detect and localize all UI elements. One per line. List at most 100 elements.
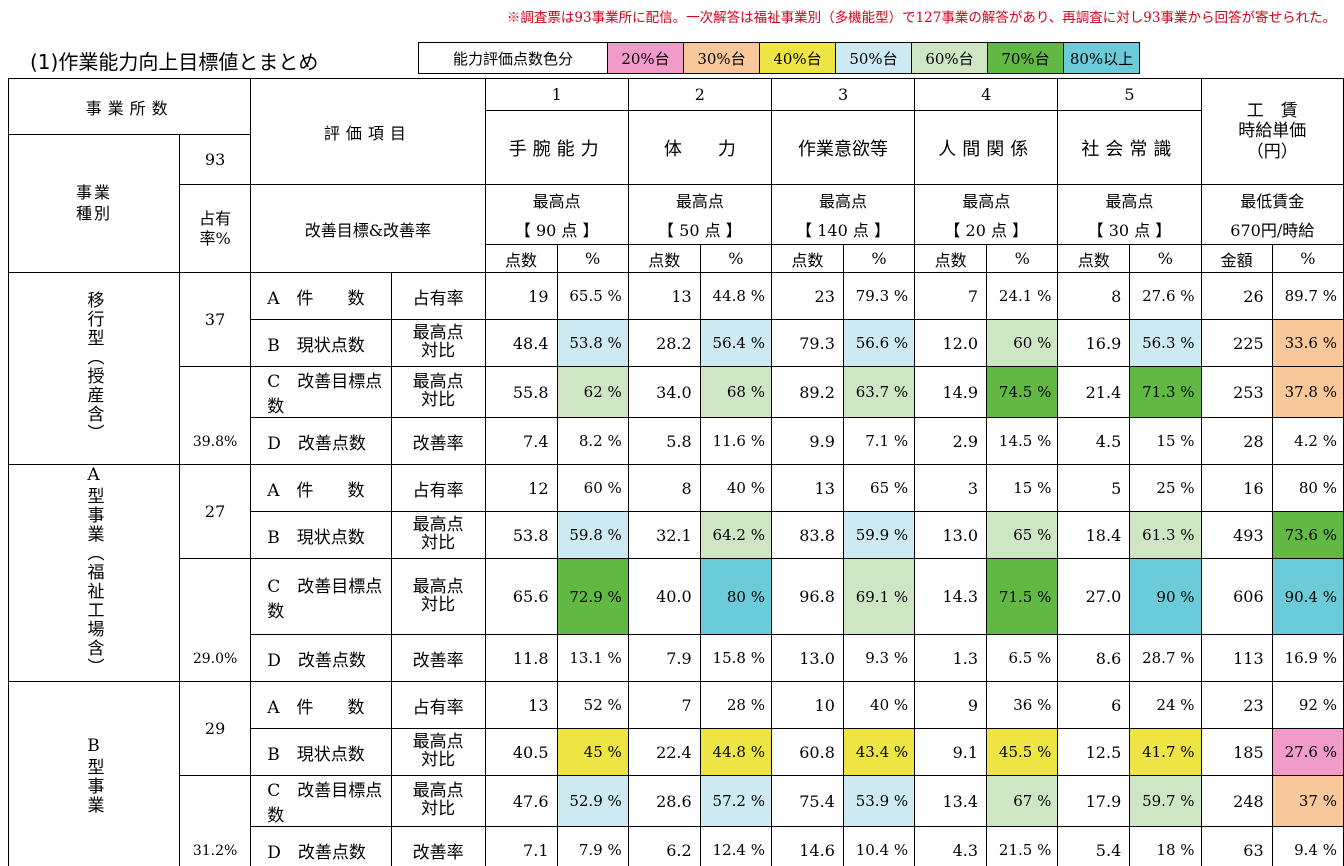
sub-pct: %	[700, 245, 771, 273]
cell-value: 27.0	[1058, 559, 1130, 635]
target-label: 改善目標&改善率	[251, 185, 485, 273]
cell-value: 10	[771, 682, 843, 729]
cell-percent: 13.1 %	[557, 635, 628, 682]
cell-value: 12.5	[1058, 729, 1130, 776]
cell-value: 3	[915, 465, 987, 512]
cell-percent: 8.2 %	[557, 418, 628, 465]
cell-percent: 71.5 %	[987, 559, 1058, 635]
cell-percent: 25 %	[1130, 465, 1201, 512]
cell-value: 11.8	[485, 635, 557, 682]
legend-70: 70%台	[988, 43, 1064, 74]
cell-percent: 27.6 %	[1272, 729, 1343, 776]
sub-points: 点数	[1058, 245, 1130, 273]
sub-pct: %	[843, 245, 914, 273]
business-type: 移行型（授産含）	[9, 273, 180, 465]
cell-value: 1.3	[915, 635, 987, 682]
business-share: 39.8%	[180, 367, 251, 465]
cell-value: 9	[915, 682, 987, 729]
legend-label: 能力評価点数色分	[419, 43, 608, 74]
sub-points: 点数	[485, 245, 557, 273]
cell-value: 6.2	[628, 827, 700, 866]
cell-value: 6	[1058, 682, 1130, 729]
col-name-3: 作業意欲等	[771, 111, 914, 185]
max-label-1: 最高点	[485, 185, 628, 215]
cell-percent: 63.7 %	[843, 367, 914, 418]
legend-80: 80%以上	[1064, 43, 1140, 74]
sub-pct: %	[1272, 245, 1343, 273]
cell-value: 23	[1201, 682, 1272, 729]
cell-value: 5.8	[628, 418, 700, 465]
evaluation-table: 事業所数 評価項目 1 2 3 4 5 工 賃 時給単価 （円） 手腕能力 体 …	[8, 78, 1344, 866]
cell-percent: 68 %	[700, 367, 771, 418]
cell-value: 96.8	[771, 559, 843, 635]
cell-percent: 60 %	[557, 465, 628, 512]
cell-percent: 56.4 %	[700, 320, 771, 367]
cell-value: 40.0	[628, 559, 700, 635]
cell-percent: 53.8 %	[557, 320, 628, 367]
max-value-3: 【 140 点 】	[771, 215, 914, 245]
cell-percent: 16.9 %	[1272, 635, 1343, 682]
cell-value: 8	[628, 465, 700, 512]
cell-value: 17.9	[1058, 776, 1130, 827]
sub-points: 点数	[628, 245, 700, 273]
cell-value: 18.4	[1058, 512, 1130, 559]
cell-percent: 90 %	[1130, 559, 1201, 635]
cell-percent: 24.1 %	[987, 273, 1058, 320]
cell-value: 12.0	[915, 320, 987, 367]
eval-metric: 改善率	[391, 418, 485, 465]
cell-value: 4.3	[915, 827, 987, 866]
cell-value: 5	[1058, 465, 1130, 512]
cell-value: 185	[1201, 729, 1272, 776]
cell-percent: 52 %	[557, 682, 628, 729]
eval-item: B 現状点数	[251, 729, 392, 776]
cell-percent: 74.5 %	[987, 367, 1058, 418]
cell-percent: 62 %	[557, 367, 628, 418]
cell-percent: 24 %	[1130, 682, 1201, 729]
col-name-4: 人間関係	[915, 111, 1058, 185]
cell-value: 75.4	[771, 776, 843, 827]
col-name-5: 社会常識	[1058, 111, 1201, 185]
cell-percent: 6.5 %	[987, 635, 1058, 682]
cell-value: 493	[1201, 512, 1272, 559]
cell-percent: 45.5 %	[987, 729, 1058, 776]
eval-item: A 件 数	[251, 273, 392, 320]
cell-percent: 9.4 %	[1272, 827, 1343, 866]
col-name-1: 手腕能力	[485, 111, 628, 185]
cell-value: 248	[1201, 776, 1272, 827]
cell-percent: 65 %	[987, 512, 1058, 559]
cell-percent: 73.6 %	[1272, 512, 1343, 559]
cell-value: 14.3	[915, 559, 987, 635]
col-no-1: 1	[485, 79, 628, 111]
cell-value: 9.9	[771, 418, 843, 465]
legend-40: 40%台	[760, 43, 836, 74]
eval-item: D 改善点数	[251, 418, 392, 465]
sub-pct: %	[1130, 245, 1201, 273]
cell-value: 13.4	[915, 776, 987, 827]
cell-value: 113	[1201, 635, 1272, 682]
section-title: (1)作業能力向上目標値とまとめ	[30, 46, 318, 75]
cell-value: 60.8	[771, 729, 843, 776]
eval-metric: 改善率	[391, 635, 485, 682]
sub-pct: %	[557, 245, 628, 273]
cell-percent: 44.8 %	[700, 729, 771, 776]
max-label-4: 最高点	[915, 185, 1058, 215]
cell-value: 4.5	[1058, 418, 1130, 465]
cell-value: 7	[915, 273, 987, 320]
max-value-1: 【 90 点 】	[485, 215, 628, 245]
cell-percent: 80 %	[700, 559, 771, 635]
cell-value: 13	[771, 465, 843, 512]
cell-percent: 57.2 %	[700, 776, 771, 827]
cell-percent: 28 %	[700, 682, 771, 729]
cell-percent: 79.3 %	[843, 273, 914, 320]
cell-value: 9.1	[915, 729, 987, 776]
max-value-2: 【 50 点 】	[628, 215, 771, 245]
cell-value: 28.2	[628, 320, 700, 367]
eval-metric: 占有率	[391, 465, 485, 512]
cell-percent: 61.3 %	[1130, 512, 1201, 559]
cell-value: 7.4	[485, 418, 557, 465]
cell-percent: 11.6 %	[700, 418, 771, 465]
business-count: 27	[180, 465, 251, 559]
